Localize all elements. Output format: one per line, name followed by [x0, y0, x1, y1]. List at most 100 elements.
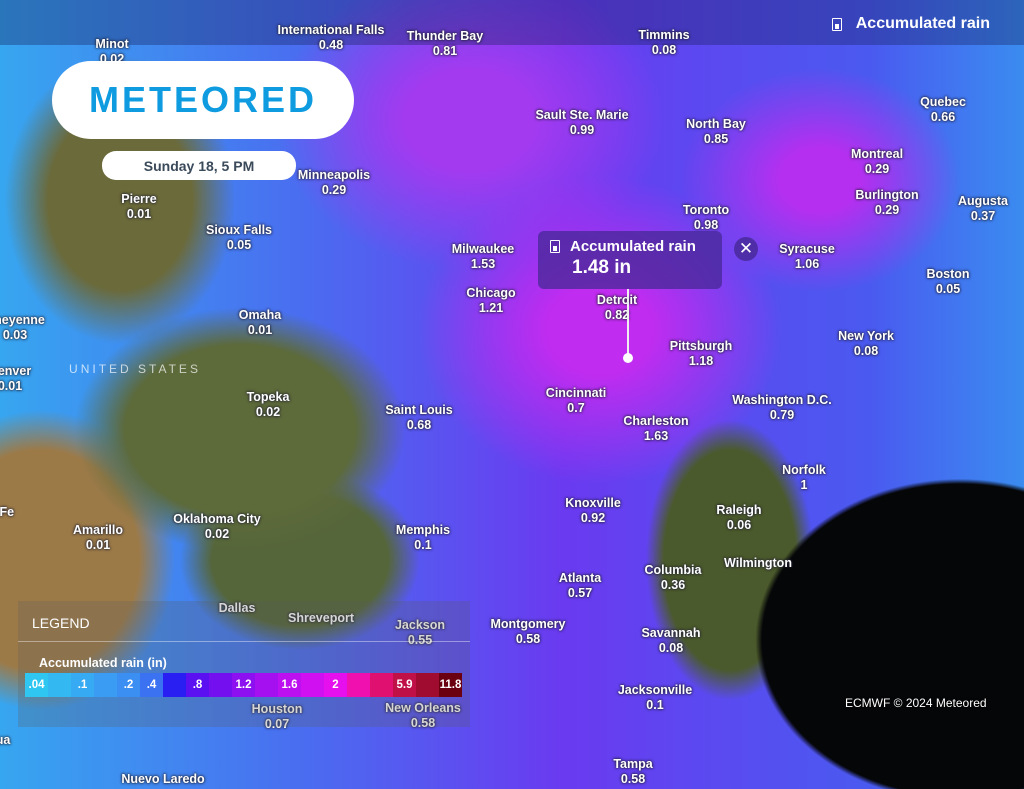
- city-label[interactable]: Burlington 0.29: [855, 188, 918, 218]
- city-label[interactable]: Thunder Bay 0.81: [407, 29, 483, 59]
- city-value: 0.29: [864, 162, 890, 176]
- city-label[interactable]: North Bay 0.85: [686, 117, 746, 147]
- close-icon: ✕: [738, 239, 754, 258]
- city-name: Santa Fe: [0, 505, 15, 519]
- city-name: International Falls: [277, 23, 385, 37]
- date-label[interactable]: Sunday 18, 5 PM: [102, 151, 296, 180]
- city-label[interactable]: Santa Fe: [0, 505, 14, 520]
- city-name: Montgomery: [490, 617, 566, 631]
- city-name: Denver: [0, 364, 32, 378]
- city-label[interactable]: Syracuse 1.06: [779, 242, 835, 272]
- city-label[interactable]: Pierre 0.01: [121, 192, 156, 222]
- city-name: Knoxville: [565, 496, 621, 510]
- city-value: 0.68: [406, 418, 432, 432]
- rain-gauge-icon: [550, 240, 560, 253]
- city-name: Amarillo: [72, 523, 124, 537]
- city-label[interactable]: Quebec 0.66: [920, 95, 966, 125]
- city-value: 0.05: [226, 238, 252, 252]
- city-label[interactable]: Montgomery 0.58: [491, 617, 566, 647]
- city-label[interactable]: Memphis 0.1: [396, 523, 450, 553]
- city-value: 0.29: [321, 183, 347, 197]
- city-label[interactable]: Savannah 0.08: [641, 626, 700, 656]
- city-value: 0.02: [255, 405, 281, 419]
- close-tooltip-button[interactable]: ✕: [734, 237, 758, 261]
- city-label[interactable]: Jacksonville 0.1: [618, 683, 692, 713]
- city-label[interactable]: Wilmington: [724, 556, 792, 571]
- city-name: Jacksonville: [617, 683, 693, 697]
- city-label[interactable]: Tampa 0.58: [613, 757, 652, 787]
- city-label[interactable]: Saint Louis 0.68: [385, 403, 452, 433]
- city-value: 0.82: [604, 308, 630, 322]
- city-label[interactable]: Timmins 0.08: [638, 28, 689, 58]
- city-label[interactable]: Washington D.C. 0.79: [732, 393, 832, 423]
- city-value: 0.57: [567, 586, 593, 600]
- city-name: Chihuahua: [0, 733, 11, 747]
- city-label[interactable]: Toronto 0.98: [683, 203, 729, 233]
- city-name: Minot: [95, 37, 129, 51]
- city-label[interactable]: Pittsburgh 1.18: [670, 339, 733, 369]
- city-label[interactable]: Nuevo Laredo: [121, 772, 204, 787]
- city-name: Pierre: [121, 192, 157, 206]
- legend-segment: [48, 673, 71, 697]
- city-label[interactable]: Cincinnati 0.7: [546, 386, 606, 416]
- legend-segment: 2: [324, 673, 347, 697]
- city-label[interactable]: Milwaukee 1.53: [452, 242, 515, 272]
- city-name: Dallas: [218, 601, 256, 615]
- city-value: 1: [800, 478, 808, 492]
- city-label[interactable]: International Falls 0.48: [278, 23, 385, 53]
- city-label[interactable]: Augusta 0.37: [958, 194, 1008, 224]
- city-label[interactable]: Cheyenne0.03: [0, 313, 45, 343]
- city-value: 1.21: [478, 301, 504, 315]
- city-name: Syracuse: [779, 242, 835, 256]
- city-label[interactable]: Amarillo 0.01: [73, 523, 123, 553]
- city-value: 0.55: [407, 633, 433, 647]
- city-label[interactable]: Omaha 0.01: [239, 308, 281, 338]
- legend-segment: .8: [186, 673, 209, 697]
- city-value: 1.18: [688, 354, 714, 368]
- meteored-logo[interactable]: METEORED: [52, 61, 354, 139]
- city-label[interactable]: New York 0.08: [838, 329, 894, 359]
- city-label[interactable]: Montreal 0.29: [851, 147, 903, 177]
- city-label[interactable]: Detroit 0.82: [597, 293, 637, 323]
- city-label[interactable]: Columbia 0.36: [645, 563, 702, 593]
- city-value: 0.58: [620, 772, 646, 786]
- city-label[interactable]: Sioux Falls 0.05: [206, 223, 272, 253]
- location-pin[interactable]: [623, 353, 633, 363]
- city-label[interactable]: Oklahoma City 0.02: [173, 512, 261, 542]
- city-value: 0.08: [853, 344, 879, 358]
- city-label[interactable]: Dallas: [219, 601, 256, 616]
- city-label[interactable]: Chicago 1.21: [466, 286, 515, 316]
- city-name: Omaha: [238, 308, 282, 322]
- city-value: 0.36: [660, 578, 686, 592]
- city-label[interactable]: Charleston 1.63: [623, 414, 688, 444]
- city-label[interactable]: New Orleans 0.58: [385, 701, 461, 731]
- city-name: North Bay: [686, 117, 746, 131]
- city-name: Sioux Falls: [206, 223, 272, 237]
- city-name: Cheyenne: [0, 313, 45, 327]
- city-value: 0.01: [85, 538, 111, 552]
- city-label[interactable]: Sault Ste. Marie 0.99: [535, 108, 628, 138]
- city-label[interactable]: Houston 0.07: [252, 702, 303, 732]
- city-label[interactable]: Denver0.01: [0, 364, 31, 394]
- city-name: Detroit: [596, 293, 638, 307]
- city-name: Charleston: [623, 414, 689, 428]
- layer-title[interactable]: Accumulated rain: [831, 15, 990, 33]
- legend-segment: [347, 673, 370, 697]
- city-name: Wilmington: [724, 556, 792, 570]
- city-label[interactable]: Knoxville 0.92: [565, 496, 621, 526]
- city-name: Norfolk: [782, 463, 826, 477]
- city-label[interactable]: Boston 0.05: [926, 267, 969, 297]
- city-label[interactable]: Raleigh 0.06: [716, 503, 761, 533]
- city-name: Quebec: [920, 95, 966, 109]
- city-value: 0.1: [414, 538, 432, 552]
- city-label[interactable]: Atlanta 0.57: [559, 571, 601, 601]
- city-label[interactable]: Jackson 0.55: [395, 618, 445, 648]
- city-label[interactable]: Topeka 0.02: [247, 390, 290, 420]
- city-label[interactable]: Shreveport: [288, 611, 354, 626]
- city-value: 1.63: [643, 429, 669, 443]
- city-label[interactable]: Chihuahua: [0, 733, 10, 748]
- city-label[interactable]: Minneapolis 0.29: [298, 168, 370, 198]
- city-label[interactable]: Norfolk 1: [782, 463, 826, 493]
- city-value: 0.03: [2, 328, 28, 342]
